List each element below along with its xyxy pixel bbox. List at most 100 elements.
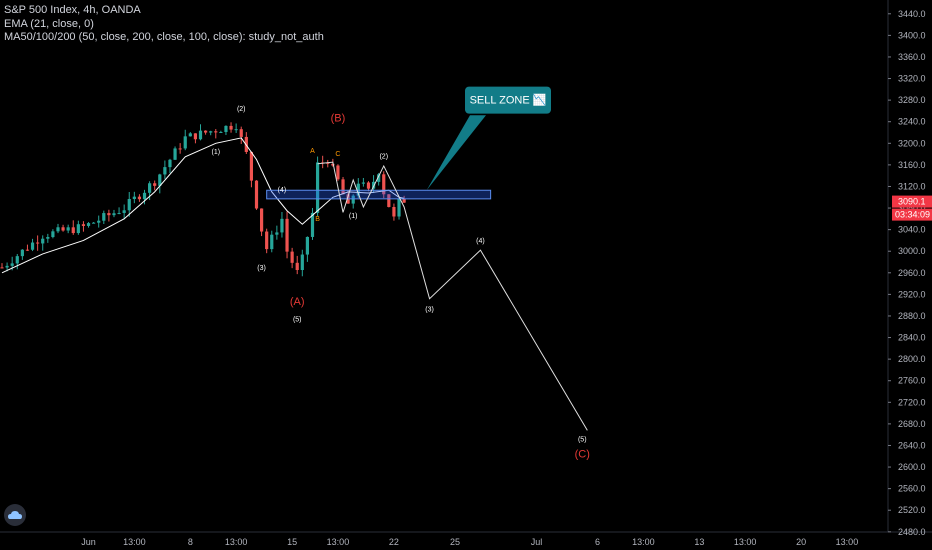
candle-body (56, 227, 60, 232)
candle-body (204, 130, 208, 133)
candle-body (341, 179, 345, 195)
candle-body (295, 262, 299, 271)
candle-body (387, 194, 391, 207)
candle-body (178, 148, 182, 150)
y-tick-label: 3320.0 (898, 74, 926, 84)
candle-body (71, 227, 75, 234)
candle-body (366, 182, 371, 189)
y-tick-label: 3040.0 (898, 225, 926, 235)
candle-body (132, 196, 136, 200)
wave-label: B (315, 216, 320, 223)
y-tick-label: 3360.0 (898, 52, 926, 62)
candle-body (310, 212, 315, 237)
candle-body (10, 263, 14, 266)
candle-body (92, 222, 96, 224)
candle-body (5, 265, 9, 268)
x-tick-label: Jun (81, 537, 96, 547)
candle-body (127, 199, 131, 211)
candle-body (193, 133, 198, 140)
legend-symbol: S&P 500 Index, 4h, OANDA (4, 4, 141, 16)
candle-body (81, 224, 86, 226)
tradingview-logo-icon[interactable] (4, 504, 26, 526)
candle-body (209, 131, 213, 133)
x-tick-label: 8 (188, 537, 193, 547)
x-tick-label: 13:00 (836, 537, 859, 547)
candle-body (112, 213, 116, 216)
candle-body (285, 218, 289, 252)
candle-body (371, 181, 376, 189)
candle-body (158, 174, 162, 186)
x-tick-label: 13:00 (327, 537, 350, 547)
y-tick-label: 3000.0 (898, 246, 926, 256)
candle-body (275, 232, 279, 235)
y-tick-label: 3080.0 (898, 203, 926, 213)
x-tick-label: 6 (595, 537, 600, 547)
candle-body (219, 131, 223, 133)
y-tick-label: 2840.0 (898, 333, 926, 343)
last-price-badge (892, 195, 932, 208)
wave-label: (3) (425, 307, 434, 314)
candle-body (142, 192, 147, 200)
candle-body (46, 237, 50, 239)
wave-label: (3) (257, 265, 266, 272)
candle-body (402, 198, 406, 203)
y-tick-label: 2880.0 (898, 311, 926, 321)
candle-body (198, 130, 203, 140)
y-tick-label: 3280.0 (898, 95, 926, 105)
x-tick-label: 22 (389, 537, 399, 547)
y-tick-label: 2560.0 (898, 484, 926, 494)
candle-body (66, 227, 70, 231)
x-tick-label: 13 (694, 537, 704, 547)
candle-body (25, 249, 30, 251)
candle-body (41, 238, 45, 244)
wave-label: (2) (237, 106, 246, 113)
candle-body (382, 174, 386, 195)
x-tick-label: 25 (450, 537, 460, 547)
candle-body (173, 148, 177, 160)
candle-body (315, 162, 320, 213)
candle-body (305, 236, 309, 255)
x-tick-label: 15 (287, 537, 297, 547)
candle-body (188, 133, 192, 137)
sell-zone-label: SELL ZONE 📉 (470, 94, 547, 107)
bar-countdown-badge (892, 208, 932, 221)
x-tick-label: 13:00 (632, 537, 655, 547)
x-tick-label: 13:00 (225, 537, 248, 547)
y-tick-label: 2520.0 (898, 505, 926, 515)
candle-body (392, 206, 396, 217)
candle-body (153, 183, 157, 186)
candle-body (280, 218, 284, 233)
y-tick-label: 2600.0 (898, 462, 926, 472)
candle-body (61, 227, 65, 231)
candle-body (97, 220, 101, 223)
wave-label: (C) (575, 448, 590, 460)
candle-body (249, 151, 254, 181)
legend-ma: MA50/100/200 (50, close, 200, close, 100… (4, 31, 324, 43)
x-tick-label: 20 (796, 537, 806, 547)
x-tick-label: Jul (531, 537, 543, 547)
x-tick-label: 13:00 (734, 537, 757, 547)
candle-body (254, 180, 259, 209)
candle-body (30, 242, 35, 250)
y-tick-label: 2680.0 (898, 419, 926, 429)
wave-label: C (335, 151, 340, 158)
y-tick-label: 2960.0 (898, 268, 926, 278)
candle-body (137, 196, 142, 200)
candle-body (183, 136, 187, 149)
y-tick-label: 3160.0 (898, 160, 926, 170)
chart-legend: S&P 500 Index, 4h, OANDA EMA (21, close,… (4, 4, 324, 45)
elliott-wave-projection (317, 161, 588, 431)
wave-label: (5) (578, 437, 587, 444)
legend-ema: EMA (21, close, 0) (4, 17, 94, 30)
candle-body (270, 234, 274, 250)
y-tick-label: 2720.0 (898, 397, 926, 407)
bar-countdown-value: 03:34:09 (895, 210, 930, 220)
candle-body (163, 167, 167, 175)
sell-zone-rect[interactable] (266, 189, 492, 200)
candle-body (351, 195, 355, 204)
sell-zone-callout[interactable] (465, 86, 551, 114)
wave-label: (1) (211, 149, 220, 156)
candle-body (51, 231, 55, 238)
wave-label: (A) (290, 296, 305, 308)
